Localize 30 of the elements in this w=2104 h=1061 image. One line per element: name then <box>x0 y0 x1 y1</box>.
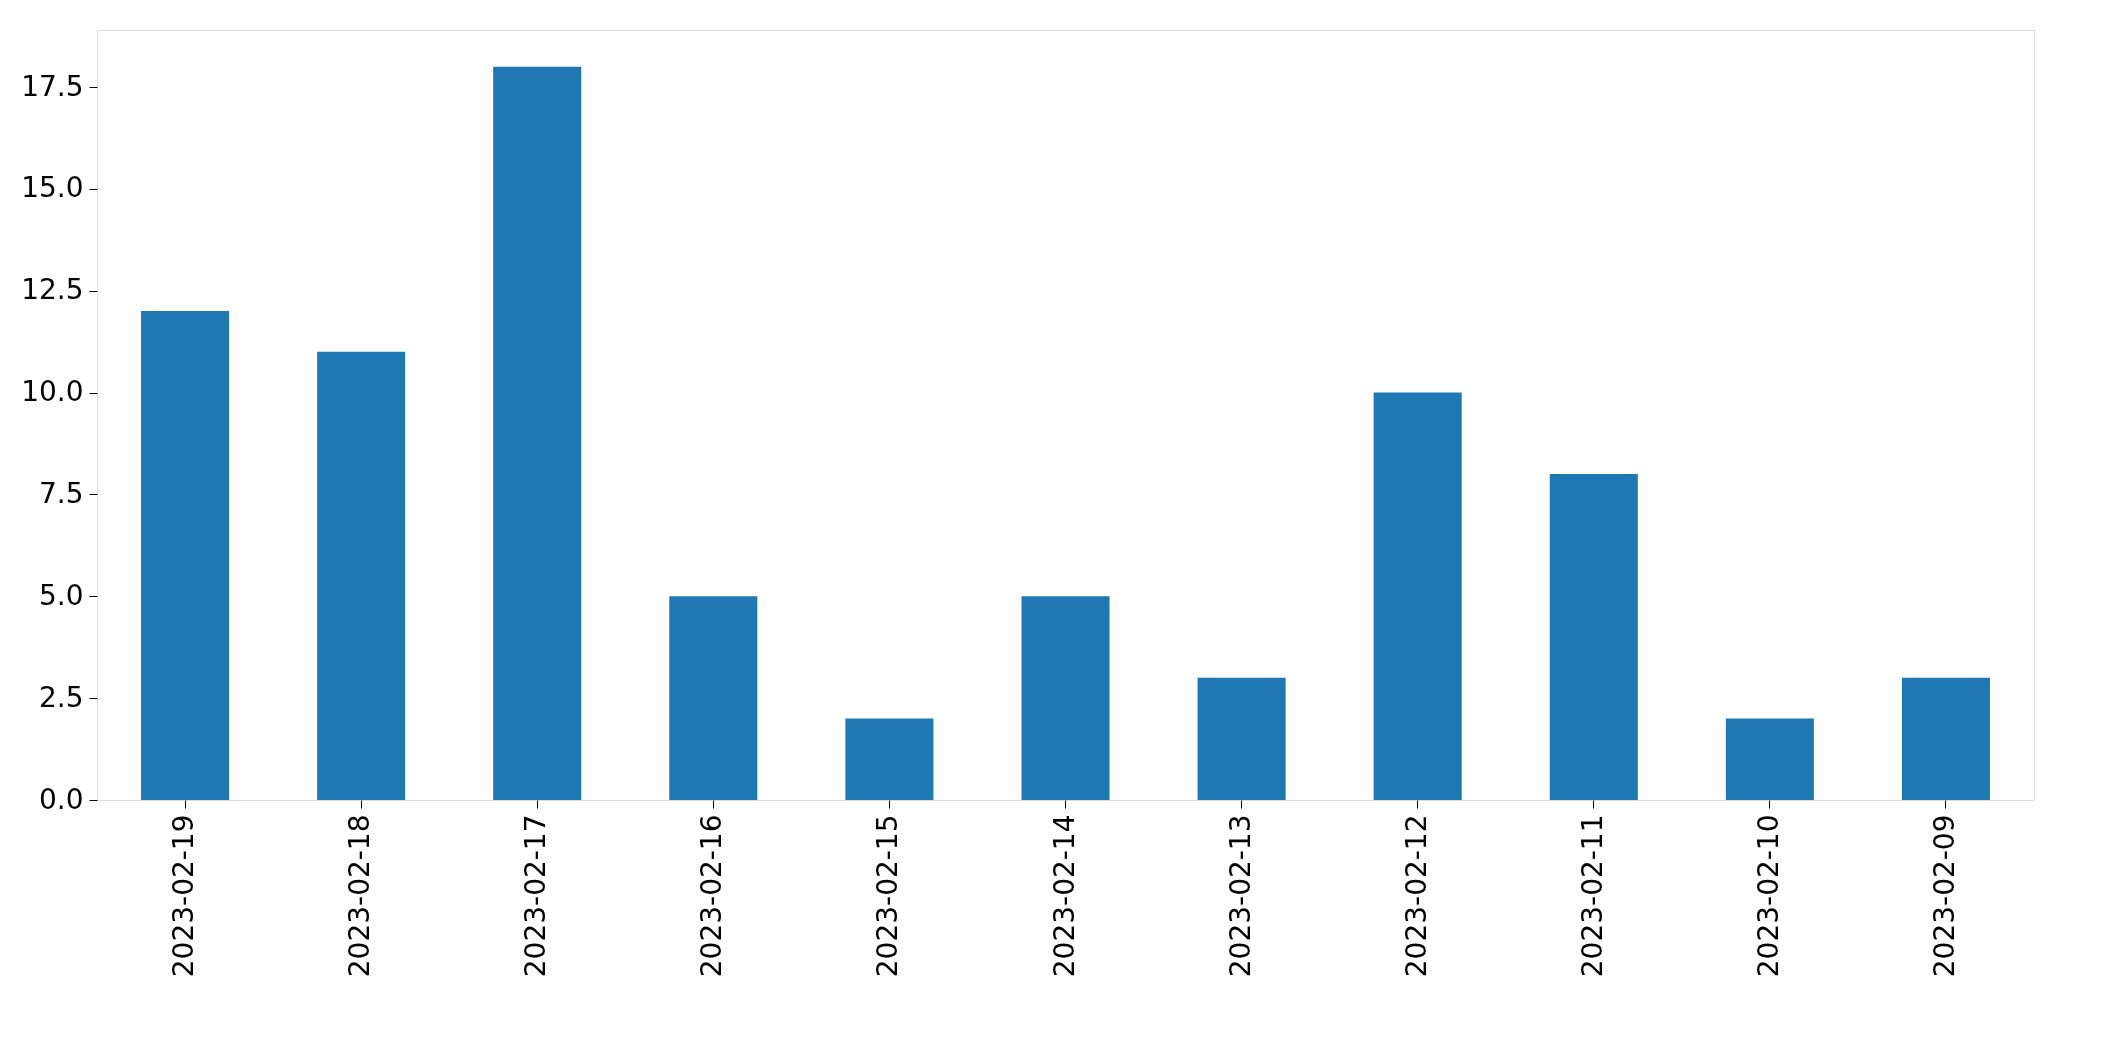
x-tick-label: 2023-02-14 <box>1047 814 1081 978</box>
y-tick-label: 0.0 <box>38 782 84 816</box>
y-tick-label: 12.5 <box>21 273 84 307</box>
bar <box>1021 596 1110 800</box>
y-tick-label: 17.5 <box>21 69 84 103</box>
y-tick-label: 15.0 <box>21 171 84 205</box>
y-tick-label: 5.0 <box>38 578 84 612</box>
x-tick-label: 2023-02-15 <box>871 814 905 978</box>
x-tick-label: 2023-02-13 <box>1223 814 1257 978</box>
bar <box>141 311 230 800</box>
x-tick-label: 2023-02-11 <box>1575 814 1609 978</box>
y-tick-label: 2.5 <box>38 680 84 714</box>
bar <box>1373 392 1462 800</box>
bar <box>493 66 582 800</box>
x-tick-label: 2023-02-17 <box>519 814 553 978</box>
y-tick-label: 7.5 <box>38 476 84 510</box>
bar <box>1901 677 1990 800</box>
y-tick-label: 10.0 <box>21 375 84 409</box>
bar <box>1197 677 1286 800</box>
bar <box>1725 718 1814 800</box>
x-tick-label: 2023-02-09 <box>1927 814 1961 978</box>
x-tick-label: 2023-02-19 <box>167 814 201 978</box>
x-tick-label: 2023-02-12 <box>1399 814 1433 978</box>
bar <box>1549 474 1638 800</box>
bar <box>669 596 758 800</box>
x-tick-label: 2023-02-10 <box>1751 814 1785 978</box>
bar <box>845 718 934 800</box>
x-tick-label: 2023-02-18 <box>343 814 377 978</box>
x-tick-label: 2023-02-16 <box>695 814 729 978</box>
bar <box>317 351 406 800</box>
